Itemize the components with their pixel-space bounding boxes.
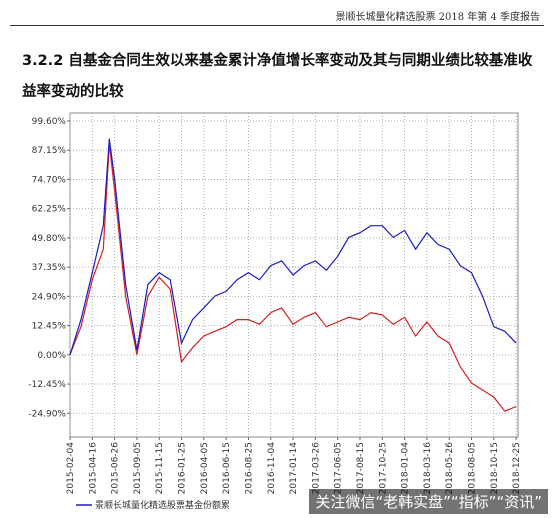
x-tick-label: 2015-09-05 (133, 442, 143, 494)
x-tick-label: 2017-03-26 (311, 442, 321, 495)
x-tick-label: 2018-08-05 (468, 442, 478, 494)
y-tick-label: 24.90% (32, 292, 67, 302)
page-header: 景顺长城量化精选股票 2018 年第 4 季度报告 (335, 12, 540, 23)
y-tick-label: 37.35% (32, 263, 67, 273)
x-tick-label: 2017-01-14 (289, 442, 299, 495)
x-tick-label: 2016-04-05 (200, 442, 210, 494)
series-line (69, 138, 517, 355)
y-tick-label: 87.15% (32, 146, 67, 156)
x-tick-label: 2016-11-04 (267, 442, 277, 495)
x-tick-label: 2018-10-15 (490, 442, 500, 494)
x-tick-label: 2016-08-25 (244, 442, 254, 494)
x-tick-label: 2017-06-05 (334, 442, 344, 494)
x-tick-label: 2015-04-16 (88, 442, 98, 495)
y-tick-label: -24.90% (28, 409, 66, 419)
x-tick-label: 2016-06-15 (222, 442, 232, 494)
x-tick-label: 2015-02-04 (66, 442, 76, 495)
x-tick-label: 2018-05-26 (445, 442, 455, 495)
x-tick-label: 2018-01-04 (401, 442, 411, 495)
x-tick-label: 2018-03-16 (423, 442, 433, 495)
legend-label: 景顺长城量化精选股票基金份额累 (95, 499, 230, 511)
y-tick-label: 62.25% (32, 205, 67, 215)
y-tick-label: 49.80% (32, 234, 67, 244)
x-tick-label: 2015-11-15 (155, 442, 165, 494)
x-tick-label: 2016-01-25 (178, 442, 188, 494)
y-tick-label: -12.45% (28, 380, 66, 390)
x-tick-label: 2017-08-15 (356, 442, 366, 494)
x-tick-label: 2015-06-26 (111, 442, 121, 495)
y-tick-label: 99.60% (32, 117, 67, 127)
y-tick-label: 0.00% (37, 351, 66, 361)
x-tick-label: 2018-12-25 (512, 442, 522, 494)
section-heading: 3.2.2 自基金合同生效以来基金累计净值增长率变动及其与同期业绩比较基准收益率… (22, 53, 533, 100)
series-line (69, 143, 517, 412)
x-tick-label: 2017-10-25 (378, 442, 388, 494)
y-tick-label: 74.70% (32, 175, 67, 185)
header-rule (10, 25, 544, 26)
watermark: 关注微信“老韩实盘”“指标”“资讯” (309, 489, 548, 514)
y-tick-label: 12.45% (32, 322, 67, 332)
